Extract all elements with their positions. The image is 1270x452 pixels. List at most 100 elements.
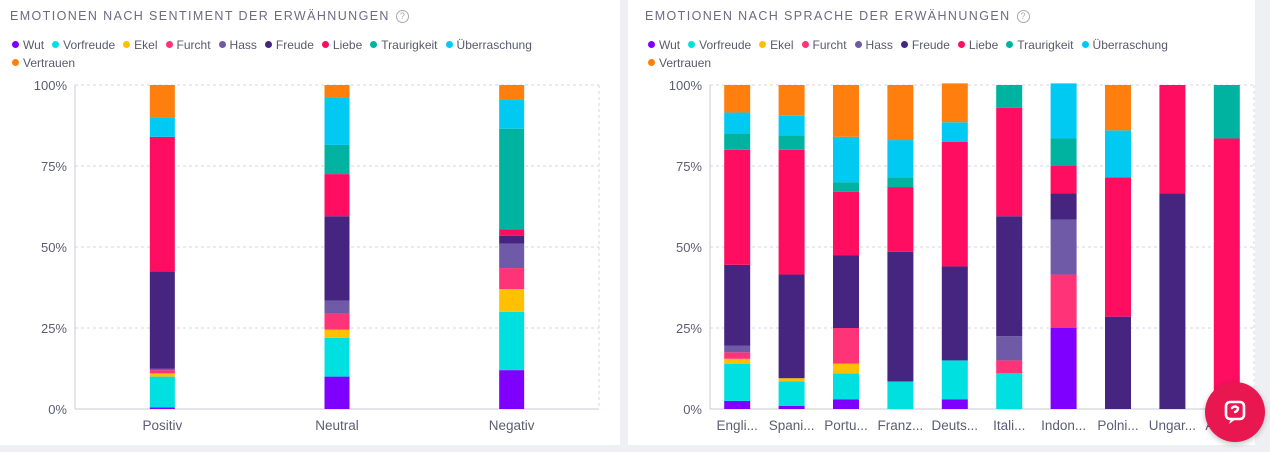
bar-segment <box>1050 274 1077 328</box>
bar-segment <box>324 313 350 330</box>
legend-item[interactable]: Vorfreude <box>688 36 751 54</box>
legend-item[interactable]: Ekel <box>123 36 158 54</box>
bar-segment <box>833 363 859 374</box>
legend-item[interactable]: Furcht <box>801 36 847 54</box>
legend-item[interactable]: Ekel <box>759 36 794 54</box>
legend-label: Furcht <box>812 38 847 52</box>
bar-segment <box>833 373 859 400</box>
legend-dot <box>52 41 60 48</box>
legend-label: Vorfreude <box>699 38 752 52</box>
bar-segment <box>833 182 859 192</box>
bar-segment <box>149 85 175 118</box>
legend-dot <box>900 41 908 48</box>
panel-emotions-by-language: EMOTIONEN NACH SPRACHE DER ERWÄHNUNGEN? … <box>628 0 1255 445</box>
panel-title: EMOTIONEN NACH SENTIMENT DER ERWÄHNUNGEN… <box>10 9 409 23</box>
y-tick-label: 25% <box>676 321 702 336</box>
legend-dot <box>648 59 655 66</box>
y-tick-label: 100% <box>669 80 703 93</box>
legend-item[interactable]: Hass <box>218 36 257 54</box>
stacked-bar-chart-language: 0% 25% 50% 75% 100% Engli... Spani... Portu... F… <box>628 78 1255 440</box>
bar-segment <box>1105 316 1131 409</box>
bar-segment <box>996 107 1023 217</box>
bar-segment <box>499 289 525 312</box>
bar-segment <box>724 85 751 113</box>
bar-segment <box>778 85 805 116</box>
bar-segment <box>1213 138 1240 409</box>
y-tick-label: 0% <box>683 402 702 417</box>
bar-segment <box>324 216 350 301</box>
panel-title: EMOTIONEN NACH SPRACHE DER ERWÄHNUNGEN? <box>645 9 1030 23</box>
bar-segment <box>149 376 175 408</box>
bar-segment <box>499 229 525 236</box>
legend-label: Wut <box>659 38 681 52</box>
bar-segment <box>833 399 859 409</box>
legend-item[interactable]: Überraschung <box>1081 36 1168 54</box>
x-tick-label: Engli... <box>717 418 758 433</box>
legend-item[interactable]: Traurigkeit <box>370 36 438 54</box>
chat-support-button[interactable] <box>1205 382 1265 442</box>
bar-segment <box>499 235 525 244</box>
legend-label: Traurigkeit <box>1017 38 1074 52</box>
legend-item[interactable]: Wut <box>12 36 44 54</box>
bar-segment <box>941 399 968 409</box>
x-tick-label: Portu... <box>824 418 868 433</box>
bar-segment <box>724 345 751 353</box>
legend-label: Überraschung <box>456 38 532 52</box>
legend-item[interactable]: Überraschung <box>445 36 532 54</box>
bar-segment <box>941 122 968 142</box>
legend-dot <box>801 41 809 48</box>
help-icon[interactable]: ? <box>395 10 409 23</box>
bar-segment <box>1050 138 1077 166</box>
legend-dot <box>1006 41 1014 48</box>
legend-item[interactable]: Wut <box>648 36 680 54</box>
bar-segment <box>324 97 350 145</box>
bar-segment <box>324 85 350 98</box>
legend-dot <box>370 41 378 48</box>
legend-label: Wut <box>23 38 45 52</box>
bar-segment <box>149 407 175 409</box>
help-icon[interactable]: ? <box>1016 10 1030 23</box>
bar-segment <box>499 268 525 290</box>
legend-item[interactable]: Vertrauen <box>648 54 711 72</box>
bar-segment <box>324 144 350 175</box>
x-tick-label: Ungar... <box>1149 418 1196 433</box>
bar-segment <box>778 274 805 379</box>
bar-segment <box>778 149 805 275</box>
legend-item[interactable]: Liebe <box>957 36 999 54</box>
legend-dot <box>688 41 696 48</box>
legend-label: Liebe <box>968 38 999 52</box>
legend-item[interactable]: Vertrauen <box>12 54 75 72</box>
bar-segment <box>499 128 525 230</box>
legend-dot <box>1081 41 1089 48</box>
bar-segment <box>778 378 805 382</box>
legend-dot <box>218 41 226 48</box>
bar-segment <box>499 311 525 371</box>
bar-segment <box>887 140 914 178</box>
bar-segment <box>499 243 525 269</box>
x-tick-label: Positiv <box>142 418 182 433</box>
chart-legend: Wut Vorfreude Ekel Furcht Hass Freude Liebe Tra… <box>12 36 572 72</box>
legend-item[interactable]: Furcht <box>165 36 211 54</box>
bar-segment <box>724 112 751 134</box>
legend-item[interactable]: Liebe <box>321 36 362 54</box>
bar-segment <box>778 115 805 136</box>
bar-segment <box>149 136 175 272</box>
legend-item[interactable]: Traurigkeit <box>1006 36 1074 54</box>
legend-dot <box>957 41 965 48</box>
legend-label: Hass <box>229 38 257 52</box>
legend-dot <box>445 41 453 48</box>
bar-segment <box>833 85 859 137</box>
bar-segment <box>724 358 751 364</box>
legend-dot <box>648 41 655 48</box>
legend-item[interactable]: Freude <box>900 36 950 54</box>
bar-segment <box>833 255 859 328</box>
bar-segment <box>324 376 350 409</box>
legend-item[interactable]: Freude <box>264 36 314 54</box>
bar-segment <box>324 329 350 338</box>
legend-item[interactable]: Vorfreude <box>52 36 115 54</box>
legend-item[interactable]: Hass <box>854 36 893 54</box>
bar-segment <box>941 83 968 123</box>
bar-segment <box>778 405 805 409</box>
legend-dot <box>12 59 19 66</box>
bar-segment <box>887 187 914 252</box>
